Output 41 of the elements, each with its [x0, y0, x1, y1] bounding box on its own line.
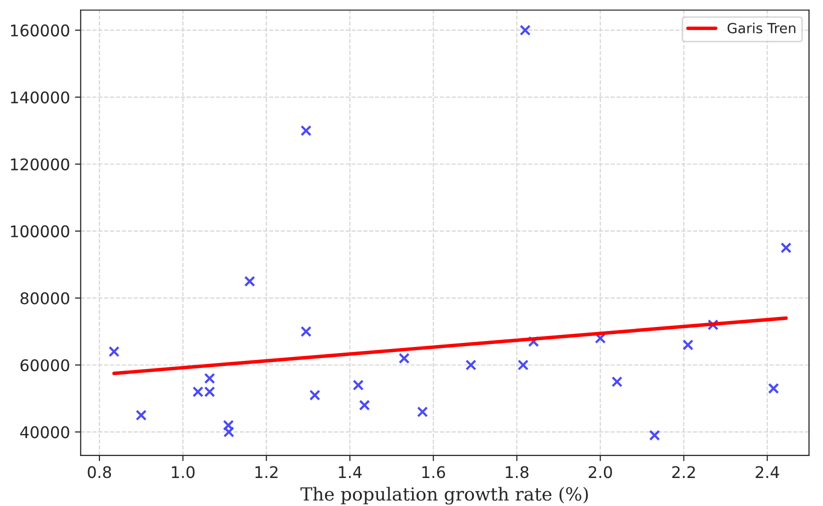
point — [204, 372, 216, 384]
point — [518, 360, 529, 371]
point — [358, 400, 370, 411]
point — [108, 346, 120, 358]
x-tick-label: 2.0 — [588, 466, 612, 478]
point — [223, 426, 234, 438]
point — [465, 360, 476, 371]
point — [612, 376, 623, 388]
x-tick-label: 1.0 — [172, 466, 195, 478]
point — [768, 382, 780, 394]
x-tick-label: 1.6 — [422, 466, 446, 478]
point — [682, 339, 694, 350]
y-tick-label: 140000 — [11, 91, 70, 104]
point — [300, 326, 312, 338]
y-tick-label: 120000 — [11, 158, 70, 170]
x-tick-label: 2.4 — [756, 466, 780, 478]
point — [649, 430, 660, 441]
point — [528, 336, 540, 348]
y-tick-label: 160000 — [11, 24, 70, 37]
point — [222, 420, 234, 431]
y-tick-label: 60000 — [20, 359, 70, 372]
point — [352, 380, 364, 391]
point — [780, 242, 792, 254]
x-tick-label: 0.8 — [88, 466, 112, 478]
x-tick-label: 1.4 — [338, 466, 362, 478]
point — [300, 125, 312, 136]
point — [708, 319, 719, 330]
y-tick-label: 100000 — [11, 225, 70, 238]
point — [417, 406, 428, 418]
y-tick-label: 40000 — [20, 426, 70, 438]
x-tick-label: 1.8 — [506, 466, 528, 478]
point — [244, 276, 256, 287]
point — [520, 24, 531, 36]
x-tick-label: 1.2 — [255, 466, 278, 478]
point — [136, 410, 147, 421]
x-axis-title: The population growth rate (%) — [300, 486, 588, 505]
x-tick-label: 2.2 — [672, 466, 695, 478]
point — [309, 390, 320, 401]
point — [398, 352, 410, 364]
y-tick-label: 80000 — [20, 292, 70, 304]
legend-label: Garis Tren — [728, 22, 796, 34]
